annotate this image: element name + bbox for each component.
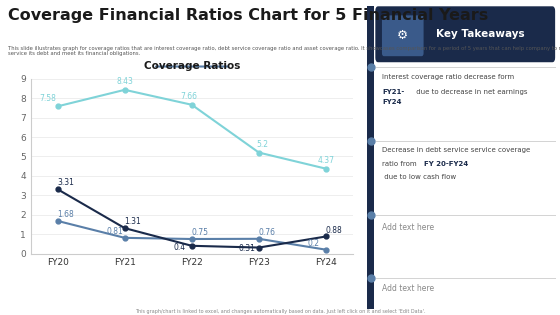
Text: Key Takeaways: Key Takeaways: [436, 29, 525, 39]
Text: 1.31: 1.31: [124, 217, 141, 226]
Legend: Interest Coverage Ratio, Debt Service Coverage Ratio, Asset Coverage Ratio: Interest Coverage Ratio, Debt Service Co…: [41, 312, 342, 315]
Text: Interest coverage ratio decrease form: Interest coverage ratio decrease form: [382, 74, 514, 80]
Text: 5.2: 5.2: [256, 140, 268, 149]
Text: 8.43: 8.43: [116, 77, 133, 86]
Text: 1.68: 1.68: [57, 210, 74, 219]
Title: Coverage Ratios: Coverage Ratios: [143, 61, 240, 71]
Text: FY24: FY24: [382, 99, 402, 105]
FancyBboxPatch shape: [375, 6, 555, 62]
Text: 0.31: 0.31: [239, 244, 255, 253]
Text: 0.88: 0.88: [326, 226, 342, 235]
Text: Add text here: Add text here: [382, 284, 434, 293]
Text: FY 20-FY24: FY 20-FY24: [423, 161, 468, 167]
FancyBboxPatch shape: [382, 15, 423, 56]
Text: 4.37: 4.37: [318, 156, 334, 165]
Text: 0.76: 0.76: [258, 228, 276, 237]
Text: This graph/chart is linked to excel, and changes automatically based on data. Ju: This graph/chart is linked to excel, and…: [135, 309, 425, 314]
Text: Coverage Financial Ratios Chart for 5 Financial Years: Coverage Financial Ratios Chart for 5 Fi…: [8, 8, 489, 23]
Bar: [367, 6, 375, 309]
Text: 7.58: 7.58: [39, 94, 56, 103]
Text: 0.4: 0.4: [174, 243, 186, 252]
Text: 3.31: 3.31: [57, 178, 74, 187]
Text: ratio from: ratio from: [382, 161, 419, 167]
Text: due to decrease in net earnings: due to decrease in net earnings: [414, 89, 528, 94]
Text: ⚙: ⚙: [397, 29, 408, 42]
Text: 0.75: 0.75: [192, 228, 208, 237]
Text: due to low cash flow: due to low cash flow: [382, 174, 456, 180]
Text: 0.81: 0.81: [106, 227, 123, 236]
Text: FY21-: FY21-: [382, 89, 404, 94]
Text: Add text here: Add text here: [382, 222, 434, 232]
Text: 0.2: 0.2: [308, 239, 320, 248]
Text: Decrease in debt service service coverage: Decrease in debt service service coverag…: [382, 147, 530, 153]
Text: This slide illustrates graph for coverage ratios that are interest coverage rati: This slide illustrates graph for coverag…: [8, 46, 560, 56]
Text: 7.66: 7.66: [180, 92, 197, 101]
